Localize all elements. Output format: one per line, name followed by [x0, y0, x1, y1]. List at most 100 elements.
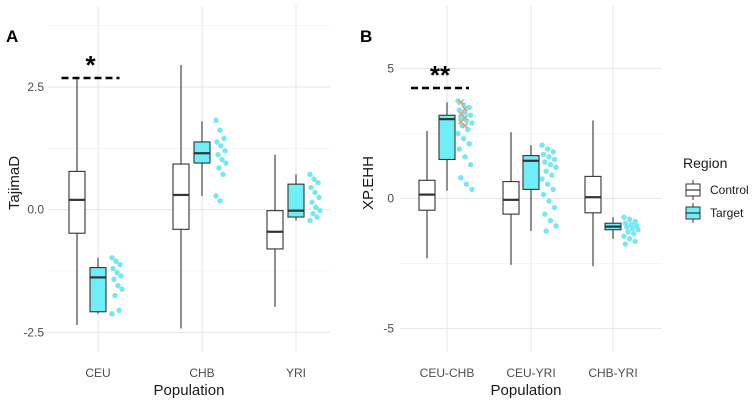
target-point	[218, 143, 224, 149]
target-point	[632, 218, 638, 225]
target-point	[316, 194, 322, 201]
target-point	[622, 241, 629, 247]
target-point	[546, 198, 552, 204]
target-point	[621, 214, 627, 220]
target-point	[544, 181, 551, 187]
target-point	[312, 189, 318, 196]
panel-a-label: A	[6, 27, 18, 46]
target-point	[112, 292, 118, 299]
target-point	[114, 269, 120, 276]
target-point	[219, 156, 225, 163]
y-tick-label: 0.0	[27, 203, 44, 217]
control-box	[172, 64, 190, 329]
target-point	[467, 112, 474, 118]
target-point	[551, 156, 558, 163]
panel-a-y-axis-title: TajimaD	[6, 156, 23, 210]
target-point	[455, 130, 461, 137]
target-point	[550, 148, 556, 155]
panel-b-label: B	[360, 27, 372, 46]
legend-title: Region	[683, 155, 727, 171]
panel-a-y-ticks: 2.5 0.0 -2.5	[23, 80, 44, 339]
target-point	[109, 311, 115, 317]
target-point	[632, 238, 638, 245]
highlight-point	[461, 122, 469, 129]
panel-b-boxes	[418, 102, 622, 267]
significance-label: **	[430, 60, 451, 90]
target-point	[626, 236, 633, 242]
target-point	[113, 258, 119, 264]
target-box	[522, 145, 540, 232]
target-point	[110, 265, 116, 272]
target-point	[540, 191, 547, 198]
x-tick-label: CEU-CHB	[420, 366, 475, 380]
target-point	[217, 127, 223, 133]
box-iqr	[287, 183, 305, 218]
box-iqr	[172, 163, 190, 230]
control-box	[68, 78, 86, 326]
target-point	[220, 171, 226, 178]
target-point	[544, 146, 551, 152]
target-point	[543, 228, 549, 234]
panel-b-y-axis-title: XP.EHH	[360, 156, 377, 210]
box-iqr	[584, 175, 602, 214]
target-point	[462, 154, 468, 160]
box-iqr	[502, 181, 520, 215]
box-iqr	[522, 155, 540, 190]
target-point	[317, 207, 323, 214]
target-point	[460, 135, 467, 142]
target-point	[626, 216, 633, 223]
legend: Region Control Target	[683, 155, 749, 223]
legend-label-control: Control	[710, 183, 749, 197]
control-box	[502, 132, 520, 265]
target-point	[629, 225, 636, 232]
target-box	[193, 121, 211, 196]
target-point	[553, 223, 559, 229]
target-point	[115, 283, 121, 289]
target-point	[624, 224, 630, 230]
target-point	[463, 181, 470, 187]
target-point	[463, 117, 470, 124]
box-iqr	[89, 267, 107, 313]
legend-label-target: Target	[710, 206, 744, 220]
x-tick-label: CHB	[189, 366, 214, 380]
target-point	[466, 141, 472, 147]
x-tick-label: CHB-YRI	[588, 366, 637, 380]
target-point	[222, 148, 228, 154]
legend-item-control: Control	[685, 180, 749, 200]
target-point	[315, 179, 321, 186]
target-point	[540, 151, 547, 157]
panel-b-y-ticks: 5 0 -5	[383, 61, 394, 335]
target-point	[118, 273, 124, 279]
y-tick-label: -5	[383, 322, 394, 336]
target-point	[111, 276, 117, 283]
target-point	[313, 204, 319, 210]
panel-a: 2.5 0.0 -2.5 CEU CHB YRI * A Population Taji…	[6, 6, 330, 399]
target-point	[469, 120, 475, 126]
panel-a-x-ticks: CEU CHB YRI	[85, 366, 306, 380]
target-point	[215, 152, 221, 158]
target-point	[119, 286, 125, 292]
target-point	[310, 210, 316, 217]
target-point	[625, 229, 631, 235]
target-point	[214, 139, 220, 145]
target-point	[308, 184, 314, 191]
target-point	[543, 168, 549, 174]
target-point	[539, 176, 545, 182]
target-point	[213, 193, 219, 199]
panel-b: 5 0 -5 CEU-CHB CEU-YRI CHB-YRI ** B Populati…	[360, 6, 662, 399]
target-point	[307, 217, 313, 224]
target-point	[456, 107, 463, 113]
target-point	[547, 217, 554, 224]
box-iqr	[68, 170, 86, 234]
panel-a-boxes	[68, 64, 305, 329]
target-point	[635, 227, 641, 233]
target-point	[551, 204, 558, 211]
x-tick-label: CEU	[85, 366, 110, 380]
target-point	[462, 109, 468, 116]
target-point	[223, 160, 229, 166]
y-tick-label: 0	[387, 192, 394, 206]
panel-a-points	[109, 117, 323, 317]
target-point	[550, 186, 556, 193]
significance-label: *	[85, 50, 96, 80]
y-tick-label: 5	[387, 61, 394, 75]
